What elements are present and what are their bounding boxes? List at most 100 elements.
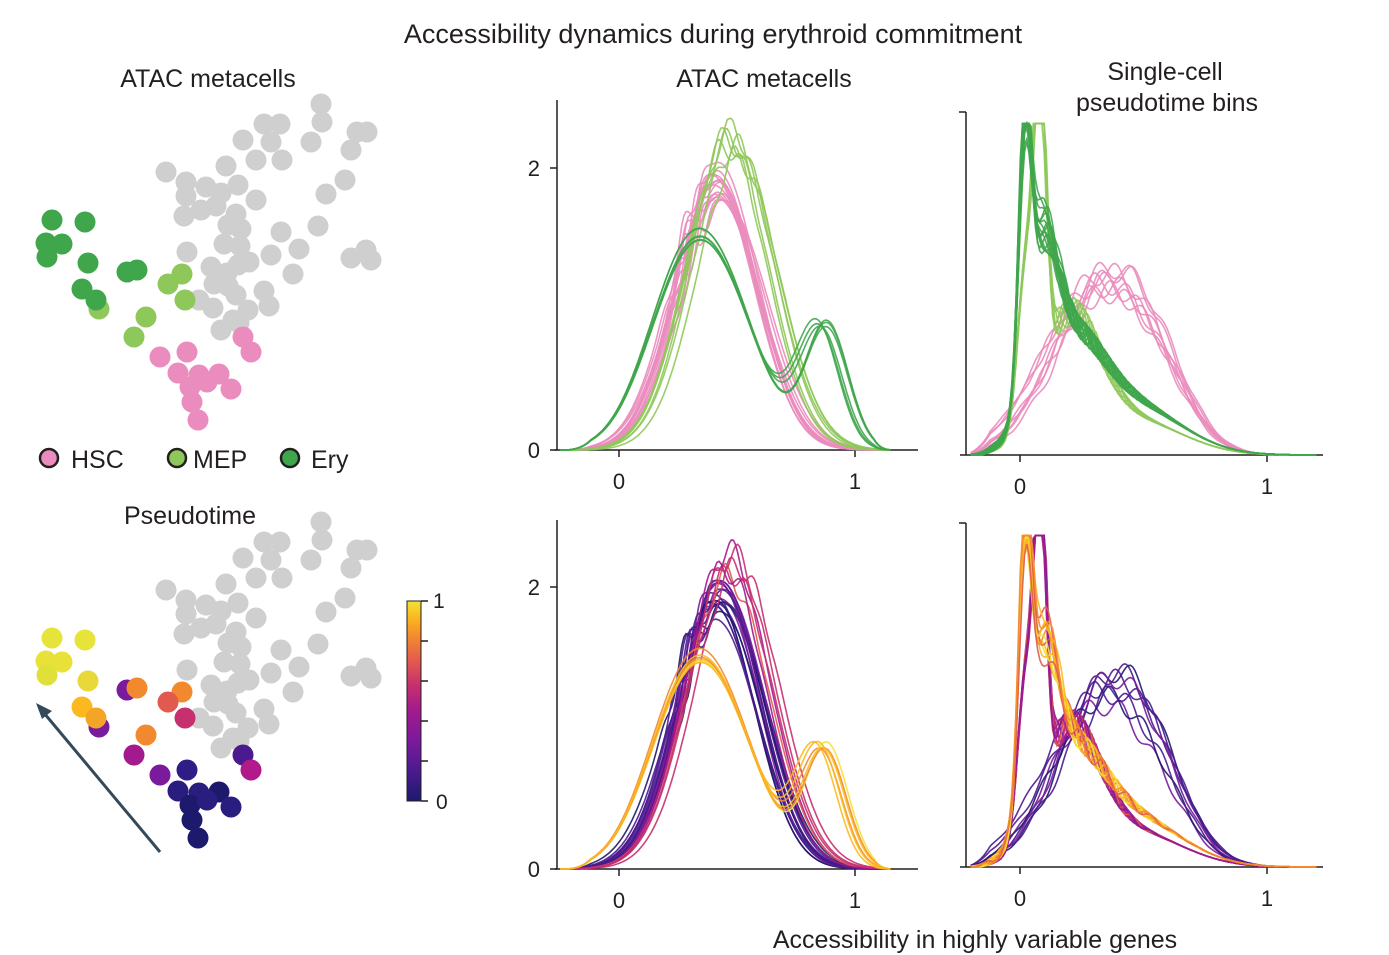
umap-point-hsc [220, 378, 242, 400]
umap-point-pseudotime [167, 780, 189, 802]
density-curve-hsc [560, 598, 891, 870]
umap-point-pseudotime [123, 744, 145, 766]
umap-point-other [270, 639, 292, 661]
umap-point-other [232, 129, 254, 151]
umap-bottom-title: Pseudotime [124, 502, 256, 530]
umap-point-ery [85, 289, 107, 311]
umap-point-hsc [176, 341, 198, 363]
umap-point-other [213, 233, 235, 255]
umap-point-ery [41, 209, 63, 231]
umap-point-pseudotime [187, 827, 209, 849]
panel-title-atac: ATAC metacells [676, 65, 852, 93]
density-curve-mep [560, 138, 891, 451]
density-panel-bottom-left-density: 0 1 0 2 [528, 520, 918, 913]
umap-point-other [269, 531, 291, 553]
umap-point-other [315, 601, 337, 623]
umap-point-other [288, 238, 310, 260]
umap-point-other [269, 113, 291, 135]
umap-point-other [253, 113, 275, 135]
y-tick-label: 0 [528, 438, 540, 463]
density-curve-hsc [970, 685, 1317, 868]
density-curve-ery [560, 658, 891, 870]
density-curve-hsc [970, 285, 1317, 456]
density-curve-ery [560, 656, 891, 870]
umap-point-other [229, 653, 251, 675]
legend-mep-label: MEP [193, 446, 247, 474]
umap-point-other [155, 579, 177, 601]
density-curve-hsc [970, 271, 1317, 456]
umap-point-other [176, 659, 198, 681]
umap-point-other [311, 111, 333, 133]
density-curve-hsc [560, 198, 891, 451]
density-curve-ery [560, 235, 891, 451]
umap-point-other [227, 592, 249, 614]
umap-point-other [260, 131, 282, 153]
pseudotime-arrow [36, 703, 162, 853]
density-curve-ery [560, 660, 891, 870]
umap-point-ery [77, 252, 99, 274]
density-panel-top-left-density: 0 1 0 2 [528, 100, 918, 494]
x-tick-label: 0 [613, 469, 625, 494]
umap-point-other [260, 244, 282, 266]
umap-point-other [271, 149, 293, 171]
umap-point-other [258, 713, 280, 735]
umap-point-other [340, 557, 362, 579]
umap-point-other [238, 669, 260, 691]
umap-point-other [360, 667, 382, 689]
umap-top-title: ATAC metacells [120, 65, 296, 93]
umap-point-other [282, 681, 304, 703]
density-curve-ery [970, 122, 1317, 456]
density-curve-hsc [560, 169, 891, 451]
umap-point-other [202, 715, 224, 737]
umap-point-other [270, 221, 292, 243]
umap-point-other [360, 249, 382, 271]
umap-point-pseudotime [240, 759, 262, 781]
umap-point-other [238, 251, 260, 273]
umap-point-other [334, 169, 356, 191]
density-curve-mep [560, 132, 891, 451]
umap-top-celltype [35, 93, 382, 431]
umap-point-other [230, 218, 252, 240]
umap-point-other [356, 121, 378, 143]
y-tick-label: 2 [528, 156, 540, 181]
density-curve-ery [970, 534, 1317, 868]
umap-point-mep [123, 326, 145, 348]
density-curve-hsc [560, 192, 891, 451]
umap-point-other [245, 567, 267, 589]
density-curve-hsc [560, 588, 891, 870]
umap-point-other [260, 662, 282, 684]
umap-point-pseudotime [77, 670, 99, 692]
density-curve-hsc [560, 610, 891, 870]
umap-point-other [155, 161, 177, 183]
density-curve-hsc [560, 193, 891, 451]
pseudotime-colorbar: 1 0 [406, 590, 448, 814]
density-curve-mep [560, 556, 891, 870]
density-curve-ery [560, 235, 891, 451]
umap-point-hsc [196, 371, 218, 393]
legend-hsc-label: HSC [71, 446, 124, 474]
density-curve-hsc [560, 161, 891, 451]
umap-point-other [340, 139, 362, 161]
umap-point-other [245, 607, 267, 629]
umap-point-other [253, 531, 275, 553]
umap-bottom-pseudotime [35, 511, 382, 849]
umap-point-other [227, 174, 249, 196]
density-curve-hsc [970, 272, 1317, 456]
x-tick-label: 1 [849, 888, 861, 913]
figure-title: Accessibility dynamics during erythroid … [404, 19, 1023, 49]
panel-title-single-cell: Single-cell pseudotime bins [1076, 58, 1258, 117]
umap-point-pseudotime [149, 764, 171, 786]
colorbar-min-label: 0 [436, 791, 448, 814]
umap-point-other [225, 284, 247, 306]
umap-point-other [271, 567, 293, 589]
density-curve-hsc [560, 579, 891, 870]
umap-point-ery [51, 233, 73, 255]
umap-point-other [356, 539, 378, 561]
umap-point-other [205, 195, 227, 217]
umap-point-hsc [181, 391, 203, 413]
umap-point-other [300, 131, 322, 153]
density-curve-hsc [560, 173, 891, 451]
